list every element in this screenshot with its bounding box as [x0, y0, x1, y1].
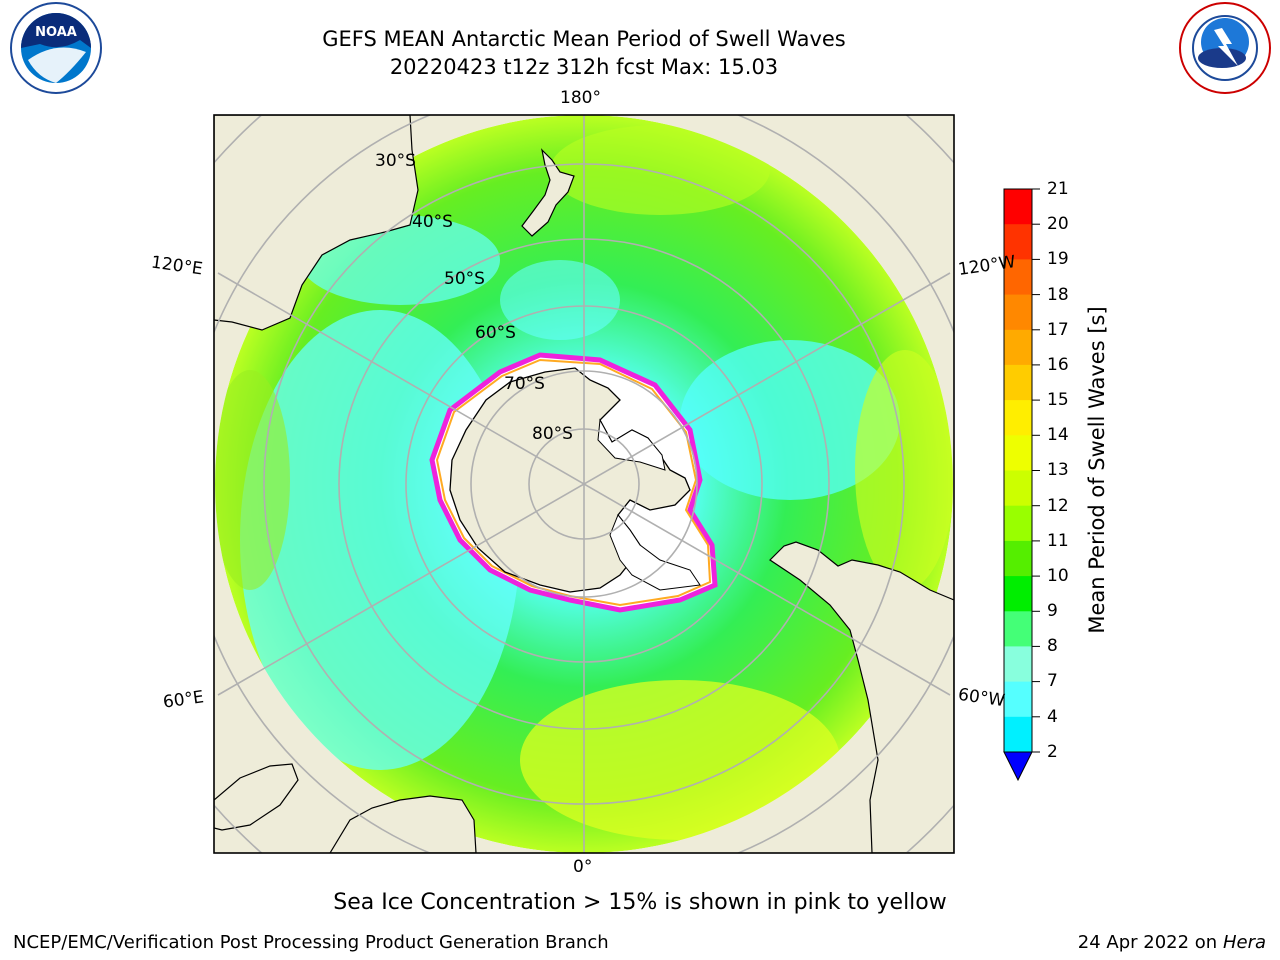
colorbar-title: Mean Period of Swell Waves [s]	[1085, 306, 1109, 634]
colorbar-swatch	[1004, 329, 1032, 366]
sea-ice-edge-inner	[435, 358, 712, 607]
high-period-zone-atlantic	[520, 680, 840, 840]
ice-shelf-ross	[597, 418, 666, 471]
colorbar-swatch	[1004, 505, 1032, 542]
lat-label-70s: 70°S	[504, 374, 545, 394]
colorbar-tick-label: 11	[1047, 531, 1069, 551]
colorbar-tick-label: 21	[1047, 179, 1069, 199]
colorbar-tick-label: 7	[1047, 671, 1058, 691]
colorbar-extend-arrow	[1003, 751, 1033, 782]
low-period-zone-pacific	[500, 260, 620, 340]
land-australia	[214, 115, 419, 331]
colorbar-tick-label: 19	[1047, 249, 1069, 269]
colorbar-swatch	[1004, 400, 1032, 436]
colorbar-tick-label: 9	[1047, 601, 1058, 621]
colorbar-swatch	[1004, 259, 1032, 296]
lon-label-180: 180°	[560, 88, 601, 108]
land-new-zealand	[521, 148, 575, 237]
colorbar-tick-label: 20	[1047, 214, 1069, 234]
high-period-zone-east	[855, 350, 954, 590]
colorbar-tick-label: 10	[1047, 566, 1069, 586]
noaa-logo	[10, 2, 102, 94]
colorbar-tick-label: 18	[1047, 285, 1069, 305]
graticule	[214, 115, 954, 853]
lat-label-30s: 30°S	[375, 151, 416, 171]
colorbar-swatch	[1004, 364, 1032, 401]
colorbar-swatch	[1004, 294, 1032, 331]
colorbar-tick-label: 16	[1047, 355, 1069, 375]
colorbar-swatch	[1004, 716, 1032, 753]
colorbar-tick-label: 12	[1047, 496, 1069, 516]
colorbar-tick-label: 13	[1047, 460, 1069, 480]
colorbar-tick-label: 17	[1047, 320, 1069, 340]
colorbar-tick-marks	[1032, 188, 1040, 753]
map-frame	[213, 114, 955, 854]
colorbar	[1003, 188, 1040, 782]
sea-ice-caption: Sea Ice Concentration > 15% is shown in …	[333, 890, 947, 915]
footer-date-text: 24 Apr 2022 on	[1077, 932, 1223, 953]
colorbar-tick-label: 2	[1047, 742, 1058, 762]
map-area	[214, 115, 954, 853]
colorbar-swatch	[1004, 646, 1032, 683]
land-south-america	[769, 541, 954, 853]
figure-subtitle: 20220423 t12z 312h fcst Max: 15.03	[389, 55, 779, 79]
nws-logo	[1179, 2, 1271, 94]
colorbar-swatch	[1004, 435, 1032, 471]
noaa-logo-text: NOAA	[35, 25, 77, 40]
ice-shelf-weddell	[609, 514, 701, 591]
colorbar-swatch	[1004, 224, 1032, 260]
land-madagascar	[214, 763, 299, 831]
land-africa	[329, 795, 477, 853]
colorbar-swatch	[1004, 470, 1032, 507]
colorbar-swatch	[1004, 540, 1032, 577]
footer-host: Hera	[1222, 932, 1266, 953]
colorbar-swatch	[1004, 189, 1032, 225]
figure-title: GEFS MEAN Antarctic Mean Period of Swell…	[322, 27, 846, 51]
lat-label-80s: 80°S	[532, 424, 573, 444]
lat-label-50s: 50°S	[444, 269, 485, 289]
low-period-zone-east	[680, 340, 900, 500]
colorbar-swatches	[1004, 189, 1032, 753]
colorbar-tick-label: 15	[1047, 390, 1069, 410]
colorbar-tick-label: 14	[1047, 425, 1069, 445]
footer-credit: NCEP/EMC/Verification Post Processing Pr…	[13, 932, 609, 953]
lon-label-0: 0°	[573, 857, 593, 877]
high-period-zone-west	[214, 370, 290, 590]
colorbar-swatch	[1004, 681, 1032, 718]
lat-label-60s: 60°S	[475, 323, 516, 343]
colorbar-swatch	[1004, 576, 1032, 612]
colorbar-tick-label: 4	[1047, 707, 1058, 727]
lat-label-40s: 40°S	[412, 212, 453, 232]
colorbar-swatch	[1004, 611, 1032, 647]
colorbar-tick-label: 8	[1047, 636, 1058, 656]
footer-date: 24 Apr 2022 on Hera	[1078, 932, 1266, 953]
